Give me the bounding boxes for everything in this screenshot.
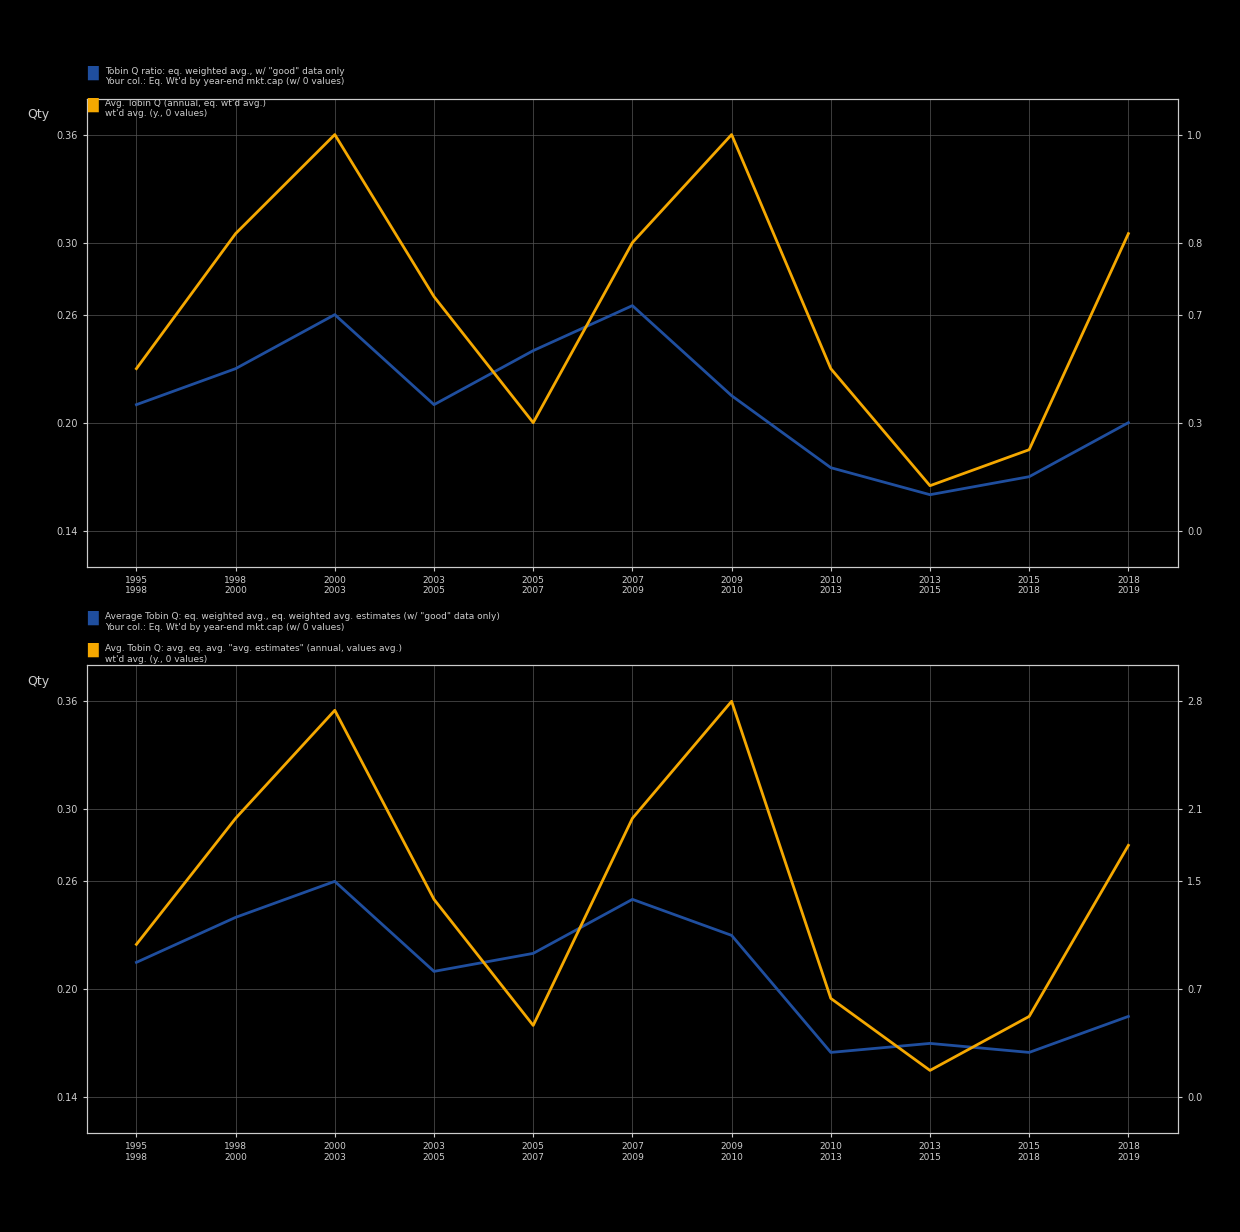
Text: Average Tobin Q: eq. weighted avg., eq. weighted avg. estimates (w/ "good" data : Average Tobin Q: eq. weighted avg., eq. … xyxy=(105,612,500,632)
Text: █: █ xyxy=(87,97,98,112)
Text: █: █ xyxy=(87,643,98,658)
Text: █: █ xyxy=(87,611,98,626)
Text: Avg. Tobin Q: avg. eq. avg. "avg. estimates" (annual, values avg.)
wt'd avg. (y.: Avg. Tobin Q: avg. eq. avg. "avg. estima… xyxy=(105,644,403,664)
Text: Qty: Qty xyxy=(27,108,48,121)
Text: Qty: Qty xyxy=(27,675,48,687)
Text: Avg. Tobin Q (annual, eq. wt'd avg.)
wt'd avg. (y., 0 values): Avg. Tobin Q (annual, eq. wt'd avg.) wt'… xyxy=(105,99,267,118)
Text: Tobin Q ratio: eq. weighted avg., w/ "good" data only
Your col.: Eq. Wt'd by yea: Tobin Q ratio: eq. weighted avg., w/ "go… xyxy=(105,67,345,86)
Text: █: █ xyxy=(87,65,98,80)
